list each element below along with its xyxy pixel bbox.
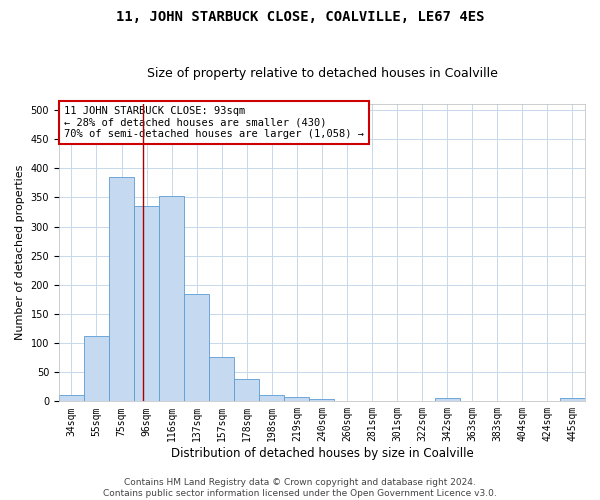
Text: Contains HM Land Registry data © Crown copyright and database right 2024.
Contai: Contains HM Land Registry data © Crown c… (103, 478, 497, 498)
Bar (560, 398, 585, 402)
Bar (59, 395, 84, 402)
Y-axis label: Number of detached properties: Number of detached properties (15, 165, 25, 340)
Bar (134, 206, 159, 402)
Bar (234, 379, 259, 402)
Bar (259, 395, 284, 402)
Bar (209, 357, 234, 402)
X-axis label: Distribution of detached houses by size in Coalville: Distribution of detached houses by size … (170, 447, 473, 460)
Bar (310, 399, 334, 402)
Text: 11 JOHN STARBUCK CLOSE: 93sqm
← 28% of detached houses are smaller (430)
70% of : 11 JOHN STARBUCK CLOSE: 93sqm ← 28% of d… (64, 106, 364, 139)
Bar (284, 398, 310, 402)
Title: Size of property relative to detached houses in Coalville: Size of property relative to detached ho… (146, 66, 497, 80)
Bar (184, 294, 209, 402)
Bar (84, 336, 109, 402)
Text: 11, JOHN STARBUCK CLOSE, COALVILLE, LE67 4ES: 11, JOHN STARBUCK CLOSE, COALVILLE, LE67… (116, 10, 484, 24)
Bar (159, 196, 184, 402)
Bar (434, 398, 460, 402)
Bar (109, 177, 134, 402)
